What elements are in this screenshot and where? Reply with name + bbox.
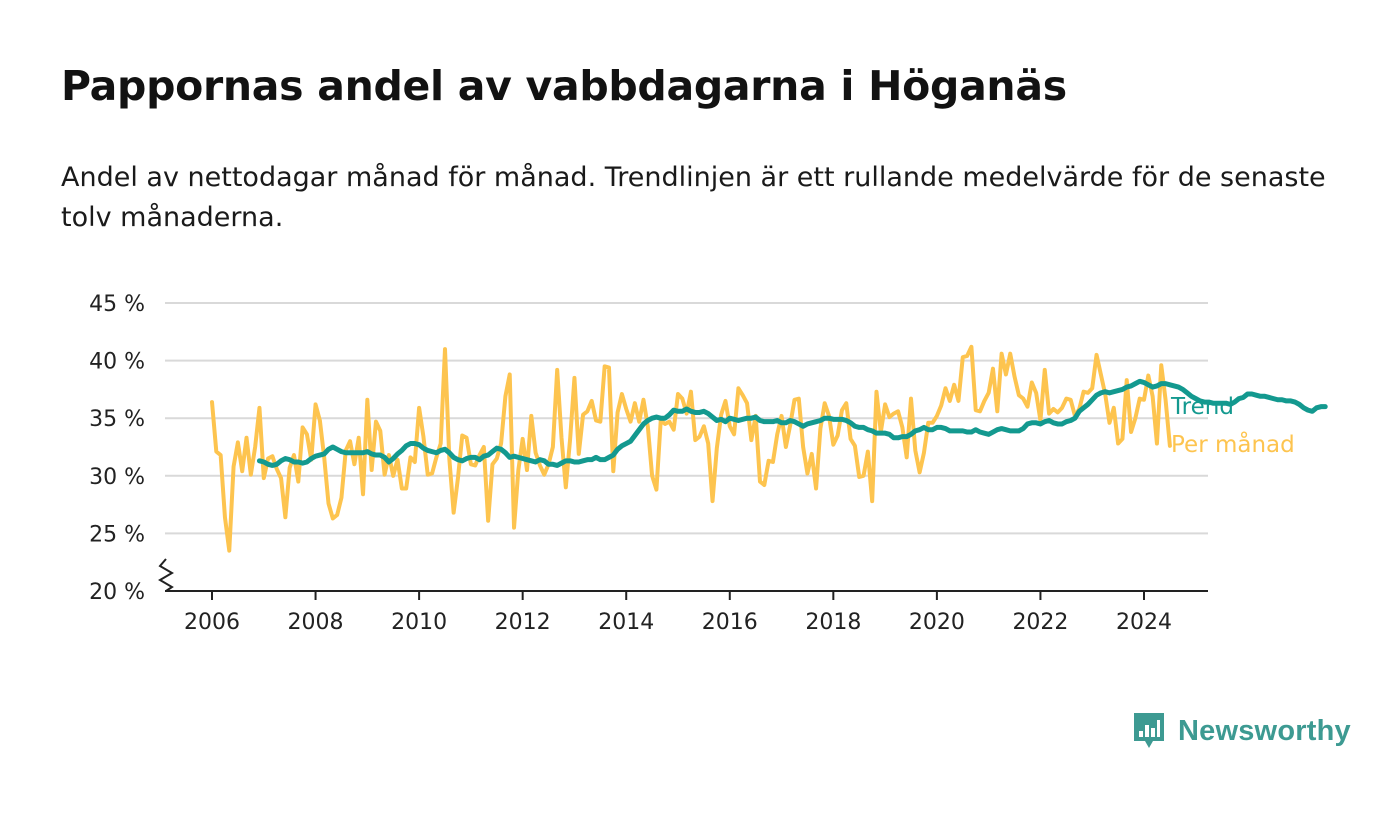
legend-label-trend: Trend: [1170, 394, 1234, 420]
x-tick-label: 2012: [495, 610, 551, 635]
x-tick-label: 2018: [805, 610, 861, 635]
brand-name: Newsworthy: [1178, 714, 1351, 747]
chart-title: Pappornas andel av vabbdagarna i Höganäs: [61, 62, 1067, 110]
chart-subtitle: Andel av nettodagar månad för månad. Tre…: [61, 162, 1326, 233]
x-tick-label: 2016: [702, 610, 758, 635]
y-tick-label: 45 %: [89, 292, 145, 317]
x-tick-label: 2020: [909, 610, 965, 635]
legend-label-monthly: Per månad: [1171, 430, 1295, 458]
monthly-series-line: [210, 344, 1172, 553]
x-tick-label: 2010: [391, 610, 447, 635]
y-tick-label: 25 %: [89, 522, 145, 547]
x-tick-label: 2014: [598, 610, 654, 635]
y-tick-label: 40 %: [89, 350, 145, 375]
trend-series-line: [256, 378, 1328, 468]
y-tick-label: 20 %: [89, 580, 145, 605]
y-tick-label: 30 %: [89, 465, 145, 490]
x-tick-label: 2006: [184, 610, 240, 635]
x-tick-label: 2024: [1116, 610, 1172, 635]
x-tick-label: 2008: [288, 610, 344, 635]
newsworthy-logo-icon: [1134, 713, 1164, 748]
y-tick-label: 35 %: [89, 407, 145, 432]
x-tick-label: 2022: [1012, 610, 1068, 635]
y-axis-break-icon: [158, 558, 174, 592]
brand-logo: Newsworthy: [1132, 711, 1351, 751]
